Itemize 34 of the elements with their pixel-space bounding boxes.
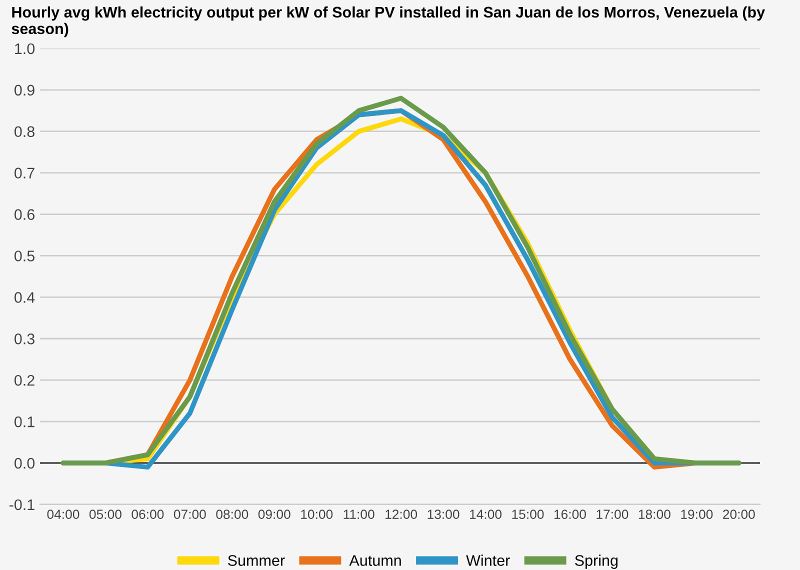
x-tick-label: 14:00 [470, 510, 502, 520]
legend-label: Spring [575, 554, 618, 569]
x-tick-label: 11:00 [344, 510, 374, 520]
legend-label: Autumn [349, 555, 401, 566]
y-tick-label: 0.5 [14, 250, 34, 262]
y-tick-label: 0.0 [14, 458, 35, 469]
x-tick-label: 16:00 [554, 510, 586, 520]
y-tick-label: 0.3 [14, 334, 34, 344]
x-tick-label: 20:00 [723, 510, 755, 520]
x-tick-label: 18:00 [638, 510, 670, 520]
x-tick-label: 04:00 [47, 510, 80, 520]
y-tick-label: 1.0 [15, 43, 35, 54]
y-tick-label: 0.4 [14, 292, 35, 303]
y-tick-label: -0.1 [9, 499, 34, 510]
chart-title: Hourly avg kWh electricity output per kW of Solar PV installed in San Juan de los Morros, Venezuela (by season) [12, 6, 765, 38]
x-tick-label: 19:00 [681, 510, 713, 520]
y-tick-label: 0.2 [14, 374, 34, 386]
y-tick-label: 0.6 [14, 209, 34, 220]
y-tick-label: 0.7 [14, 168, 34, 178]
x-tick-label: 15:00 [512, 510, 544, 520]
x-tick-label: 06:00 [132, 510, 164, 520]
y-tick-label: 0.1 [14, 416, 34, 428]
legend-label: Winter [466, 554, 510, 566]
x-tick-label: 07:00 [174, 510, 206, 520]
x-tick-label: 05:00 [89, 510, 122, 520]
x-tick-label: 09:00 [258, 510, 290, 520]
y-tick-label: 0.8 [14, 126, 34, 138]
x-tick-label: 12:00 [386, 510, 418, 520]
x-tick-label: 17:00 [596, 510, 628, 520]
y-tick-label: 0.9 [14, 84, 34, 96]
legend-label: Summer [228, 555, 285, 566]
x-tick-label: 13:00 [428, 510, 460, 520]
x-tick-label: 08:00 [216, 510, 248, 520]
x-tick-label: 10:00 [301, 510, 333, 520]
